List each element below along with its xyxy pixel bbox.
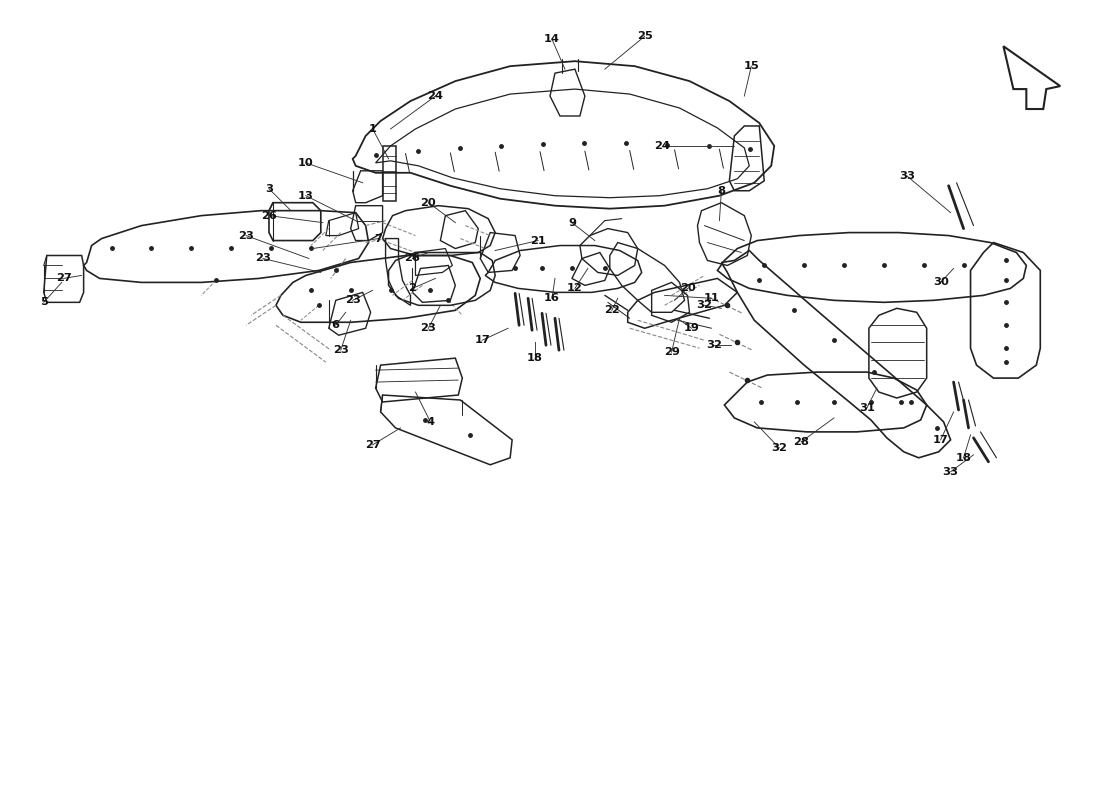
Text: 31: 31 [859, 403, 874, 413]
Text: 1: 1 [368, 124, 376, 134]
Text: 27: 27 [56, 274, 72, 283]
Text: 11: 11 [704, 294, 719, 303]
Text: 2: 2 [408, 283, 417, 294]
Text: 26: 26 [261, 210, 277, 221]
Text: 4: 4 [427, 417, 434, 427]
Text: 7: 7 [375, 234, 383, 243]
Text: 3: 3 [265, 184, 273, 194]
Text: 23: 23 [255, 254, 271, 263]
Text: 33: 33 [899, 170, 915, 181]
Text: 25: 25 [637, 31, 652, 42]
Text: 30: 30 [933, 278, 948, 287]
Text: 26: 26 [405, 254, 420, 263]
Text: 18: 18 [956, 453, 971, 462]
Text: 32: 32 [706, 340, 723, 350]
Text: 23: 23 [238, 230, 254, 241]
Text: 24: 24 [428, 91, 443, 101]
Text: 20: 20 [420, 198, 437, 208]
Text: 21: 21 [530, 235, 546, 246]
Text: 28: 28 [793, 437, 810, 447]
Text: 14: 14 [544, 34, 560, 44]
Text: 32: 32 [771, 443, 788, 453]
Text: 5: 5 [40, 298, 47, 307]
Text: 23: 23 [420, 323, 437, 334]
Text: 32: 32 [696, 300, 713, 310]
Text: 6: 6 [332, 320, 340, 330]
Text: 17: 17 [933, 435, 948, 445]
Text: 24: 24 [653, 141, 670, 151]
Text: 19: 19 [683, 323, 700, 334]
Text: 9: 9 [568, 218, 576, 228]
Text: 17: 17 [474, 335, 491, 346]
Text: 16: 16 [544, 294, 560, 303]
Text: 12: 12 [566, 283, 583, 294]
Text: 15: 15 [744, 61, 759, 71]
Text: 29: 29 [663, 347, 680, 357]
Text: 27: 27 [365, 440, 381, 450]
Text: 23: 23 [333, 345, 349, 355]
Text: 10: 10 [298, 158, 314, 168]
Text: 23: 23 [344, 295, 361, 306]
Text: 33: 33 [943, 466, 958, 477]
Text: 8: 8 [717, 186, 725, 196]
Text: 22: 22 [604, 306, 619, 315]
Text: 20: 20 [680, 283, 695, 294]
Text: 13: 13 [298, 190, 314, 201]
Text: 18: 18 [527, 353, 543, 363]
Polygon shape [1003, 46, 1060, 109]
